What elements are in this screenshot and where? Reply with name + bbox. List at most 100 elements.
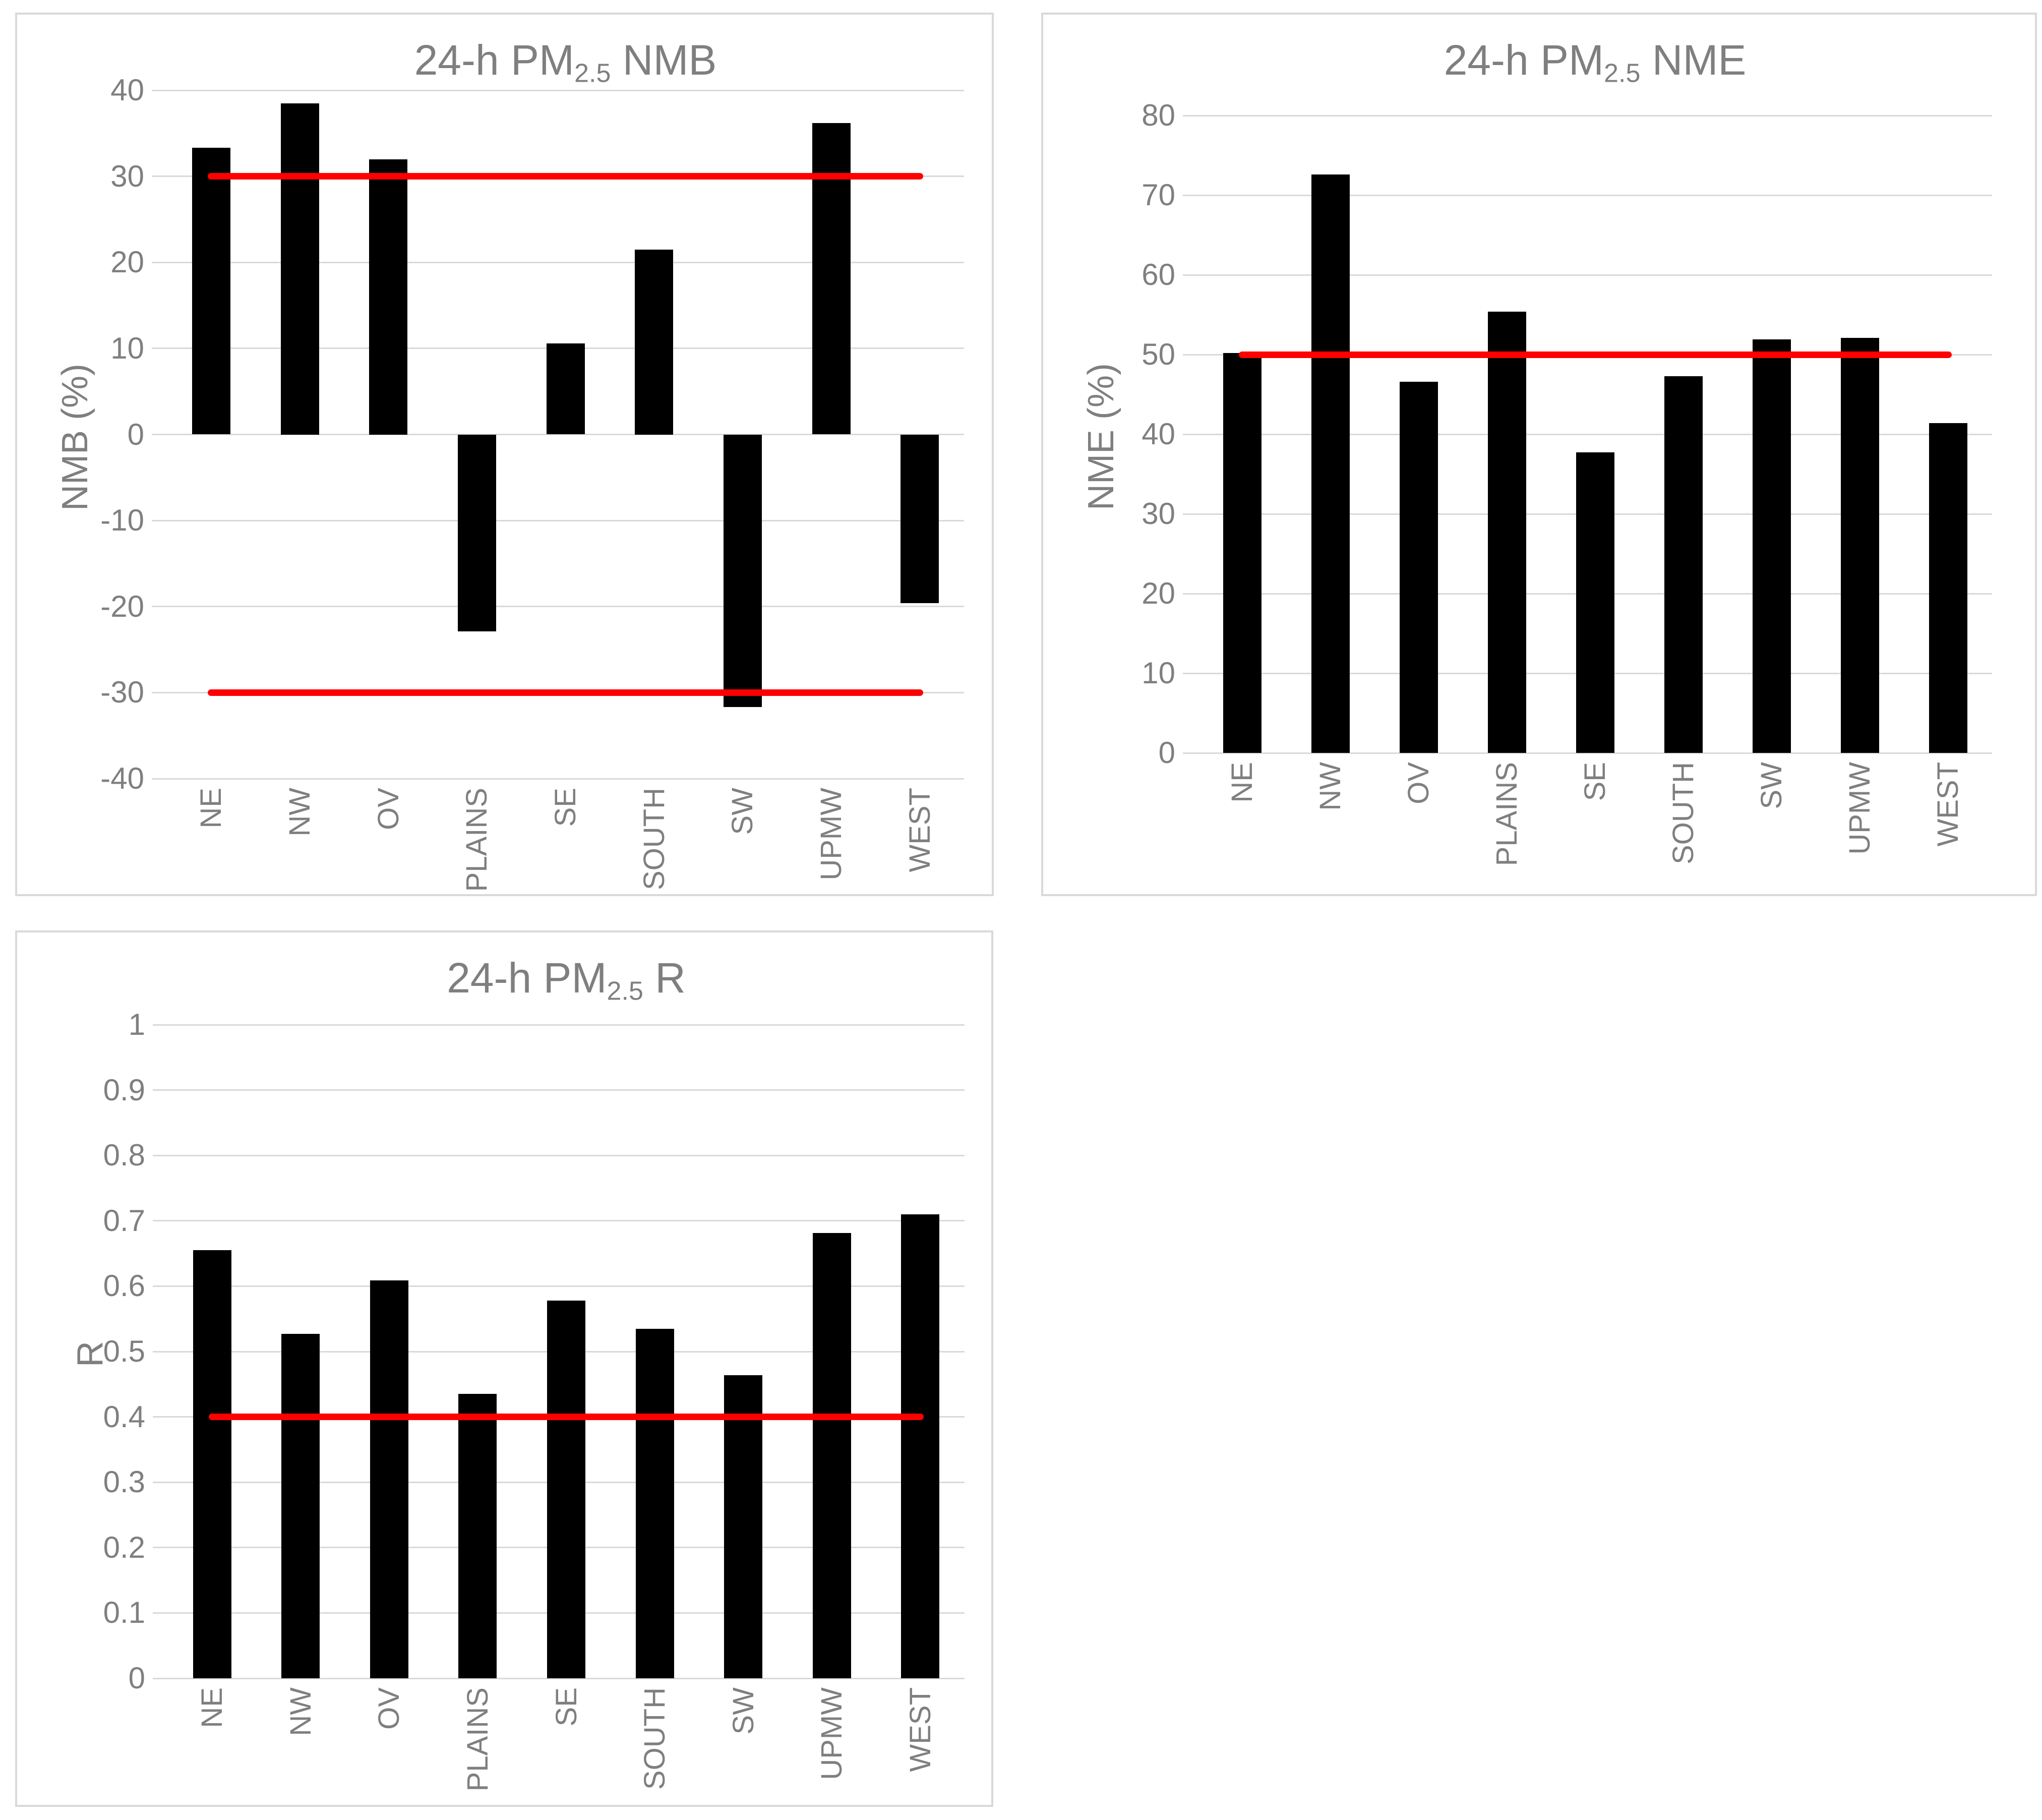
y-tick-label: 40 [110,73,144,107]
x-tick-label-text: SW [726,788,759,835]
chart-title-text: NME [1640,36,1747,84]
gridline [168,1220,965,1222]
y-tick-label: -10 [100,503,144,538]
bar-SE [1576,452,1614,753]
x-tick-label: PLAINS [455,1687,500,1798]
bar-UPMW [812,1233,851,1678]
x-tick-label-text: OV [373,1687,406,1730]
axis-tick [1183,194,1198,196]
bar-SOUTH [635,249,674,435]
bar-UPMW [1840,337,1879,753]
y-tick-label: 30 [1142,497,1175,531]
x-tick-label-text: SOUTH [1667,762,1700,864]
reference-line [207,173,924,180]
chart-title-text: 24-h PM [1444,36,1604,84]
reference-line [1238,351,1952,358]
gridline [167,89,964,91]
x-tick-label: OV [1396,762,1442,887]
chart-title-text: R [643,954,686,1002]
y-tick-label: 20 [1142,576,1175,610]
gridline [168,1024,965,1026]
chart-title: 24-h PM2.5 R [168,954,965,1007]
x-tick-label: PLAINS [454,788,500,892]
bar-NW [1311,174,1350,753]
y-tick-label: 60 [1142,258,1175,291]
bar-UPMW [812,123,851,435]
x-tick-label-text: NW [283,788,316,837]
x-tick-label-text: SW [1755,762,1788,809]
y-tick-label: 10 [110,331,144,365]
x-tick-label-text: PLAINS [1490,762,1523,866]
y-tick-label: 50 [1142,337,1175,371]
y-tick-label: 0.7 [103,1203,145,1238]
axis-tick [152,691,167,693]
x-tick-label-text: NE [195,788,228,829]
x-tick-label-text: SOUTH [637,788,671,890]
y-tick-label: 0 [127,417,144,451]
axis-tick [153,1416,168,1418]
bar-NW [281,1334,320,1678]
x-tick-label-text: WEST [904,1687,937,1772]
x-tick-label: SW [720,788,765,887]
x-tick-label: NW [277,788,323,887]
x-tick-label-text: PLAINS [460,788,494,892]
chart-title-subscript: 2.5 [574,58,611,88]
axis-tick [1183,513,1198,515]
axis-tick [153,1351,168,1353]
y-tick-label: 0.6 [103,1269,145,1303]
chart-title-subscript: 2.5 [1604,58,1641,88]
gridline [1198,752,1992,754]
axis-tick [152,261,167,263]
gridline [168,1154,965,1156]
axis-tick [1183,433,1198,435]
reference-line [207,689,924,696]
x-tick-label: WEST [897,788,942,887]
bar-SW [1752,339,1791,753]
chart-title-subscript: 2.5 [607,976,643,1006]
x-tick-label-text: SE [549,788,582,827]
x-tick-label: UPMW [1837,762,1883,887]
bar-PLAINS [1487,311,1526,753]
x-tick-label-text: SE [550,1687,583,1727]
chart-title-text: 24-h PM [447,954,607,1002]
axis-tick [153,1612,168,1614]
x-tick-label: SE [1573,762,1618,887]
gridline [168,1677,965,1679]
axis-tick [153,1677,168,1679]
x-tick-label: NE [190,1687,235,1798]
y-tick-label: -30 [100,675,144,710]
chart-panel-nmb: 24-h PM2.5 NMB NMB (%) 40 30 20 10 0 -10 -20 -3… [15,13,994,896]
gridline [1198,274,1992,276]
bar-NE [1223,353,1262,753]
x-tick-label: SW [720,1687,766,1798]
axis-tick [153,1547,168,1549]
axis-tick [152,434,167,435]
axis-tick [1183,672,1198,674]
x-tick-label: SW [1749,762,1794,887]
x-tick-label-text: NW [1314,762,1347,811]
x-tick-label-text: UPMW [815,788,848,880]
x-tick-label: SE [543,788,588,887]
y-tick-label: 0.4 [103,1399,145,1434]
gridline [1198,194,1992,196]
x-tick-label-text: NE [1226,762,1258,803]
axis-tick [152,89,167,91]
bar-PLAINS [458,1394,497,1678]
x-tick-label: OV [366,788,411,887]
axis-tick [152,519,167,521]
x-tick-label: SOUTH [632,1687,678,1798]
chart-panel-nme: 24-h PM2.5 NME NME (%) 80 70 60 50 40 30 20 10 0… [1041,13,2037,896]
y-tick-label: 0.9 [103,1073,145,1107]
gridline [167,778,964,780]
plot-area: 1 0.9 0.8 0.7 0.6 0.5 0.4 0.3 0.2 0.1 0 NE NW OV PLAIN… [17,932,995,1809]
y-tick-label: 0 [1158,736,1175,770]
x-tick-label-text: OV [372,788,405,830]
gridline [167,261,964,263]
y-tick-label: 0.1 [103,1596,145,1630]
bar-PLAINS [457,434,496,632]
x-tick-label-text: NE [196,1687,229,1728]
chart-title: 24-h PM2.5 NME [1198,36,1992,89]
bar-SE [546,343,585,435]
axis-tick [153,1285,168,1287]
